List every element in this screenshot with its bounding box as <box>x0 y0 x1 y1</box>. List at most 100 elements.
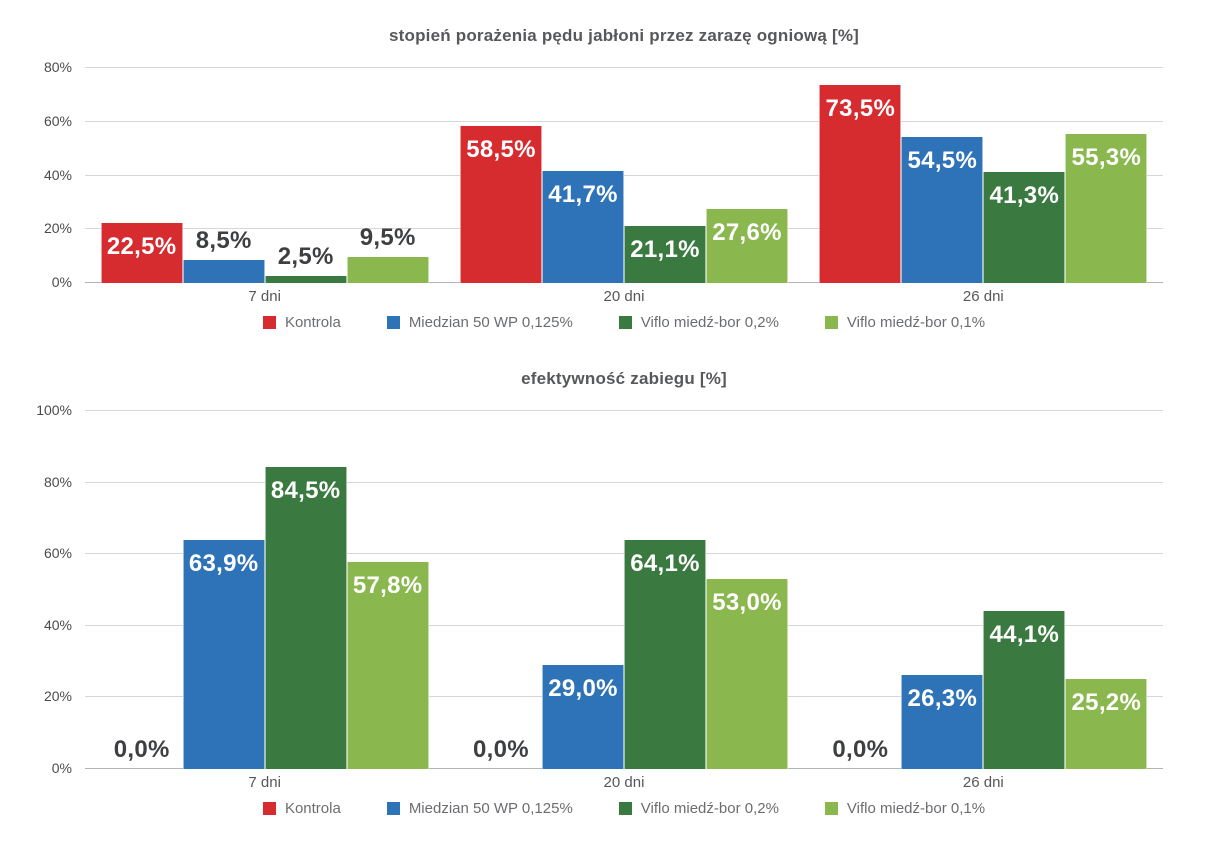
legend-item: Viflo miedź-bor 0,2% <box>618 800 779 817</box>
bar <box>264 466 347 769</box>
legend-swatch <box>618 316 632 329</box>
bar-value-label: 84,5% <box>270 476 341 504</box>
bar-slot: 58,5% <box>459 68 542 283</box>
legend-swatch <box>386 802 400 815</box>
bar-slot: 21,1% <box>623 68 706 283</box>
category-label: 20 dni <box>603 288 645 305</box>
bar <box>983 172 1066 283</box>
bar-groups: 0,0% 63,9% 84,5% 57,8% 0,0% 29,0% 64,1% 53,0% 0,… <box>85 411 1163 769</box>
y-tick-label: 60% <box>43 545 72 562</box>
bar-value-label: 8,5% <box>195 227 252 255</box>
bar-slot: 2,5% <box>264 68 347 283</box>
bar-slot: 25,2% <box>1065 411 1148 769</box>
legend-label: Kontrola <box>284 800 341 817</box>
bar-slot: 41,7% <box>541 68 624 283</box>
y-tick-label: 100% <box>36 402 72 418</box>
bar-slot: 53,0% <box>705 411 788 769</box>
bar-value-label: 41,3% <box>989 182 1060 210</box>
legend-item: Kontrola <box>262 800 341 817</box>
bar-value-label: 9,5% <box>359 224 416 252</box>
y-tick-label: 40% <box>43 166 72 183</box>
legend: Kontrola Miedzian 50 WP 0,125% Viflo miedź… <box>85 314 1163 331</box>
x-axis-category-row: 7 dni 20 dni 26 dni <box>85 774 1163 791</box>
bar-slot: 57,8% <box>346 411 429 769</box>
bar-value-label: 57,8% <box>352 572 423 600</box>
y-tick-label: 0% <box>51 274 72 290</box>
y-tick-label: 60% <box>43 112 72 129</box>
bar-slot: 0,0% <box>460 411 542 769</box>
bar-value-label: 27,6% <box>712 218 782 246</box>
bar-group: 22,5% 8,5% 2,5% 9,5% <box>85 68 444 283</box>
gridline: 80% <box>44 474 1163 490</box>
bar <box>1065 678 1148 769</box>
bar-slot: 26,3% <box>901 411 984 769</box>
bar-slot: 0,0% <box>101 411 183 769</box>
bar <box>264 276 347 283</box>
legend-item: Viflo miedź-bor 0,1% <box>824 800 986 817</box>
bar-slot: 9,5% <box>346 68 429 283</box>
bar <box>623 226 706 283</box>
bar-value-label: 29,0% <box>548 675 618 703</box>
bar-value-label: 53,0% <box>712 589 782 617</box>
bar <box>1065 134 1148 283</box>
bar-group: 0,0% 63,9% 84,5% 57,8% <box>85 411 444 769</box>
chart-title: efektywność zabiegu [%] <box>521 369 727 388</box>
bar <box>705 579 788 769</box>
bar-value-label: 63,9% <box>188 550 259 578</box>
bar-slot: 44,1% <box>983 411 1066 769</box>
chart-title: stopień porażenia pędu jabłoni przez zar… <box>388 26 860 45</box>
infection-rate-chart: stopień porażenia pędu jabłoni przez zar… <box>0 0 1206 331</box>
bar <box>819 85 902 283</box>
bar-value-label: 44,1% <box>989 621 1060 649</box>
bar-slot: 55,3% <box>1065 68 1148 283</box>
legend-label: Miedzian 50 WP 0,125% <box>408 800 573 817</box>
legend-swatch <box>262 802 276 815</box>
bar-slot: 41,3% <box>983 68 1066 283</box>
legend-label: Miedzian 50 WP 0,125% <box>408 314 573 331</box>
bar <box>182 260 265 283</box>
bar-slot: 0,0% <box>819 411 901 769</box>
bar <box>459 125 542 283</box>
bar <box>983 611 1066 769</box>
bar-group: 58,5% 41,7% 21,1% 27,6% <box>444 68 803 283</box>
bar <box>346 562 429 769</box>
bar-slot: 54,5% <box>901 68 984 283</box>
bar-slot: 8,5% <box>182 68 265 283</box>
y-tick-label: 80% <box>43 473 72 490</box>
bar-value-label: 73,5% <box>825 95 896 123</box>
bar-value-label: 64,1% <box>630 549 700 577</box>
bar-group: 0,0% 26,3% 44,1% 25,2% <box>804 411 1163 769</box>
legend-label: Viflo miedź-bor 0,1% <box>846 314 986 331</box>
bar-group: 73,5% 54,5% 41,3% 55,3% <box>804 68 1163 283</box>
legend-label: Viflo miedź-bor 0,2% <box>640 800 779 817</box>
legend-item: Kontrola <box>262 314 341 331</box>
bar-slot: 84,5% <box>264 411 347 769</box>
legend-swatch <box>618 802 632 815</box>
legend-swatch <box>262 316 276 329</box>
category-label: 20 dni <box>603 774 645 791</box>
legend-item: Miedzian 50 WP 0,125% <box>386 314 573 331</box>
y-tick-label: 0% <box>51 760 72 776</box>
bar <box>901 674 984 769</box>
legend-item: Viflo miedź-bor 0,1% <box>824 314 986 331</box>
legend-swatch <box>824 802 838 815</box>
bar-value-label: 54,5% <box>907 146 978 174</box>
bar <box>705 208 788 283</box>
gridline: 80% <box>44 59 1163 75</box>
legend-swatch <box>386 316 400 329</box>
x-axis-category-row: 7 dni 20 dni 26 dni <box>85 288 1163 305</box>
bar <box>901 136 984 283</box>
y-tick-label: 40% <box>43 616 72 633</box>
y-tick-label: 20% <box>43 688 72 705</box>
bar-value-label: 0,0% <box>473 736 529 763</box>
bar-value-label: 0,0% <box>113 736 170 763</box>
legend-label: Viflo miedź-bor 0,1% <box>846 800 986 817</box>
category-label: 7 dni <box>248 288 281 305</box>
bar <box>182 540 265 769</box>
y-tick-label: 80% <box>43 59 72 75</box>
legend-label: Viflo miedź-bor 0,2% <box>640 314 779 331</box>
bar-value-label: 2,5% <box>277 243 334 271</box>
bar-slot: 27,6% <box>705 68 788 283</box>
bar-slot: 63,9% <box>182 411 265 769</box>
